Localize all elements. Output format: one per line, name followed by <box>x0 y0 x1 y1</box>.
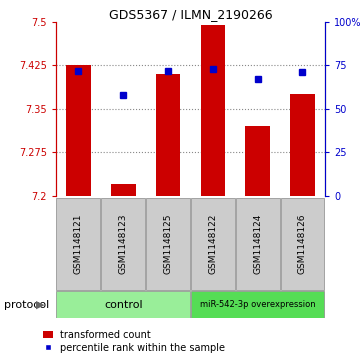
Legend: transformed count, percentile rank within the sample: transformed count, percentile rank withi… <box>41 328 227 355</box>
Bar <box>101 198 145 290</box>
Bar <box>290 94 315 196</box>
Title: GDS5367 / ILMN_2190266: GDS5367 / ILMN_2190266 <box>109 8 272 21</box>
Bar <box>56 291 190 318</box>
Text: GSM1148122: GSM1148122 <box>208 214 217 274</box>
Text: GSM1148126: GSM1148126 <box>298 214 307 274</box>
Text: GSM1148124: GSM1148124 <box>253 214 262 274</box>
Text: GSM1148125: GSM1148125 <box>164 214 173 274</box>
Text: GSM1148123: GSM1148123 <box>119 214 128 274</box>
Text: miR-542-3p overexpression: miR-542-3p overexpression <box>200 300 316 309</box>
Bar <box>191 291 325 318</box>
Text: control: control <box>104 299 143 310</box>
Bar <box>156 74 180 196</box>
Bar <box>236 198 280 290</box>
Bar <box>191 198 235 290</box>
Bar <box>146 198 190 290</box>
Text: ▶: ▶ <box>36 299 45 310</box>
Bar <box>56 198 100 290</box>
Text: GSM1148121: GSM1148121 <box>74 214 83 274</box>
Text: protocol: protocol <box>4 299 49 310</box>
Bar <box>111 184 135 196</box>
Bar <box>66 65 91 196</box>
Bar <box>245 126 270 196</box>
Bar <box>200 25 225 196</box>
Bar <box>280 198 325 290</box>
